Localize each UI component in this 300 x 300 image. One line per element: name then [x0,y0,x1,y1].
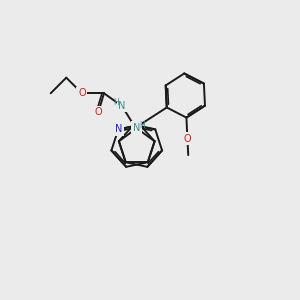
Text: N: N [115,124,122,134]
Text: H: H [140,121,145,130]
Text: N: N [118,100,126,110]
Text: N: N [133,123,140,133]
Text: O: O [78,88,86,98]
Text: O: O [94,107,102,117]
Text: O: O [184,134,191,143]
Text: H: H [113,98,119,107]
